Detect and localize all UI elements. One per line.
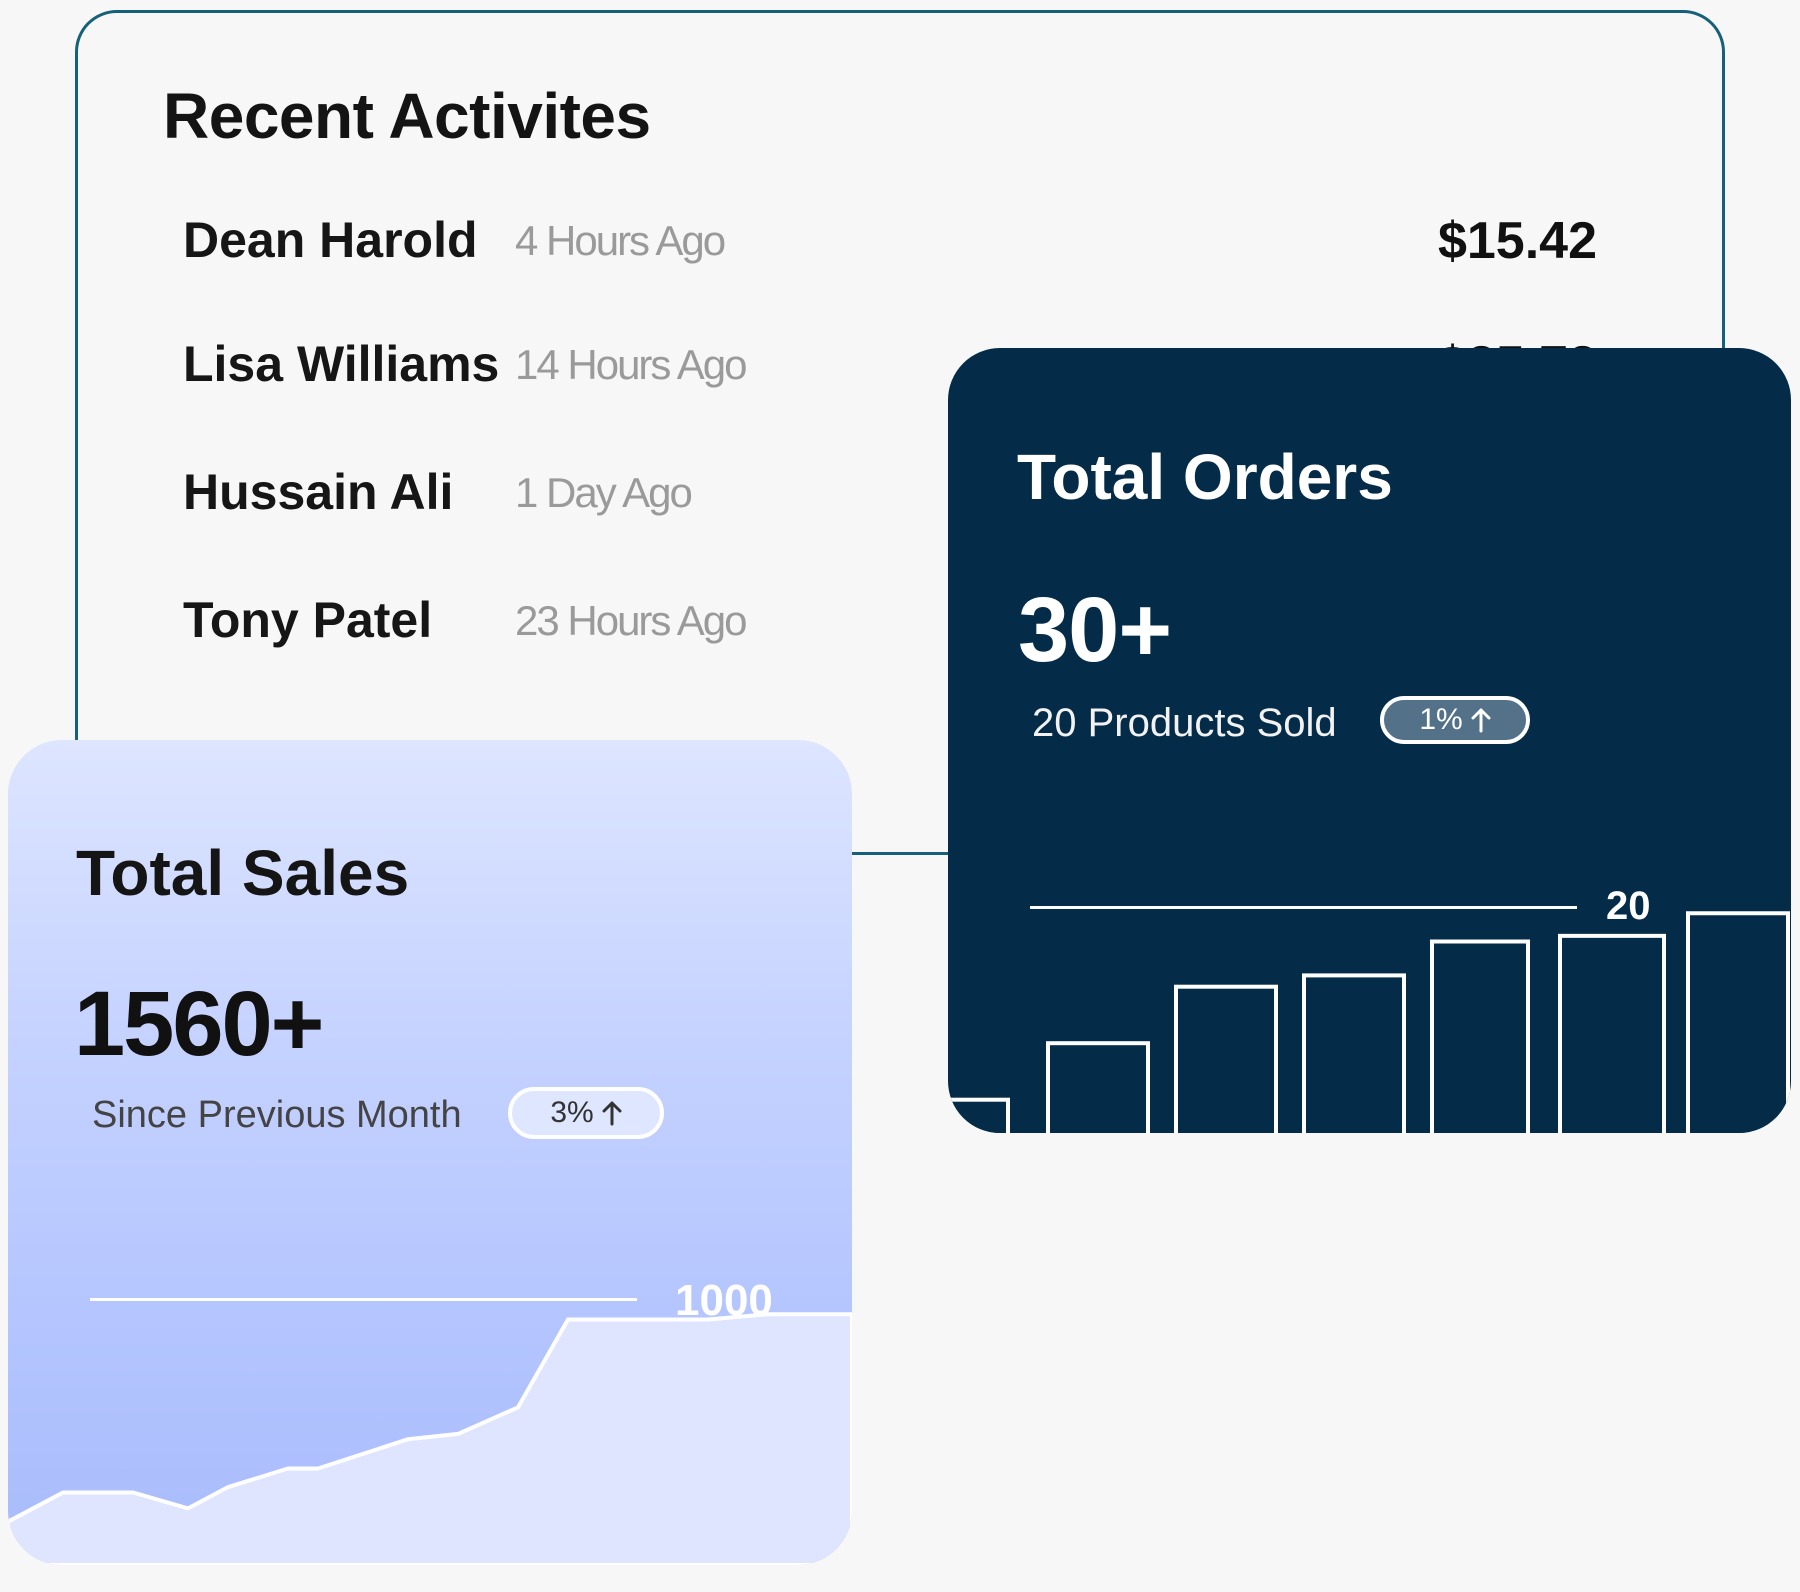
sales-area-chart bbox=[8, 1312, 852, 1565]
activity-name: Tony Patel bbox=[183, 592, 433, 648]
total-orders-title: Total Orders bbox=[1017, 441, 1393, 513]
sales-reference-line bbox=[90, 1298, 637, 1301]
total-sales-value: 1560+ bbox=[74, 973, 324, 1075]
since-previous-month-text: Since Previous Month bbox=[92, 1094, 462, 1136]
orders-bar bbox=[1302, 973, 1406, 1133]
orders-bar bbox=[1046, 1041, 1150, 1133]
orders-change-value: 1% bbox=[1419, 703, 1463, 736]
activity-row[interactable]: Dean Harold 4 Hours Ago $15.42 bbox=[78, 211, 1722, 291]
activity-time: 4 Hours Ago bbox=[515, 217, 726, 264]
activity-row[interactable]: Tony Patel 23 Hours Ago bbox=[78, 591, 1722, 671]
activity-time: 1 Day Ago bbox=[515, 469, 693, 516]
activity-time: 23 Hours Ago bbox=[515, 597, 748, 644]
recent-activities-title: Recent Activites bbox=[163, 80, 651, 152]
orders-bar-chart bbox=[948, 911, 1790, 1133]
orders-reference-label: 20 bbox=[1606, 884, 1651, 928]
orders-bar bbox=[1558, 933, 1666, 1133]
activity-time: 14 Hours Ago bbox=[515, 341, 748, 388]
products-sold-text: 20 Products Sold bbox=[1032, 701, 1337, 745]
total-orders-value: 30+ bbox=[1018, 579, 1172, 681]
activity-name: Hussain Ali bbox=[183, 464, 454, 520]
orders-bar bbox=[1430, 939, 1530, 1133]
sales-change-badge: 3% bbox=[508, 1087, 664, 1139]
orders-reference-line bbox=[1030, 906, 1577, 909]
sales-change-value: 3% bbox=[550, 1096, 594, 1129]
activity-amount: $15.42 bbox=[1437, 212, 1597, 270]
orders-bar bbox=[1174, 984, 1278, 1133]
arrow-up-icon bbox=[1471, 708, 1491, 733]
activity-row[interactable]: Hussain Ali 1 Day Ago bbox=[78, 463, 1722, 543]
total-sales-title: Total Sales bbox=[76, 837, 410, 909]
sales-area bbox=[8, 1312, 852, 1565]
total-sales-card: Total Sales 1560+ Since Previous Month 3… bbox=[8, 740, 852, 1565]
orders-change-badge: 1% bbox=[1380, 696, 1530, 744]
activity-name: Lisa Williams bbox=[183, 336, 500, 392]
total-orders-card: Total Orders 30+ 20 Products Sold 1% 20 bbox=[948, 348, 1791, 1133]
orders-bar bbox=[1686, 911, 1790, 1133]
activity-name: Dean Harold bbox=[183, 212, 478, 268]
arrow-up-icon bbox=[602, 1101, 622, 1126]
orders-bar bbox=[948, 1097, 1010, 1133]
